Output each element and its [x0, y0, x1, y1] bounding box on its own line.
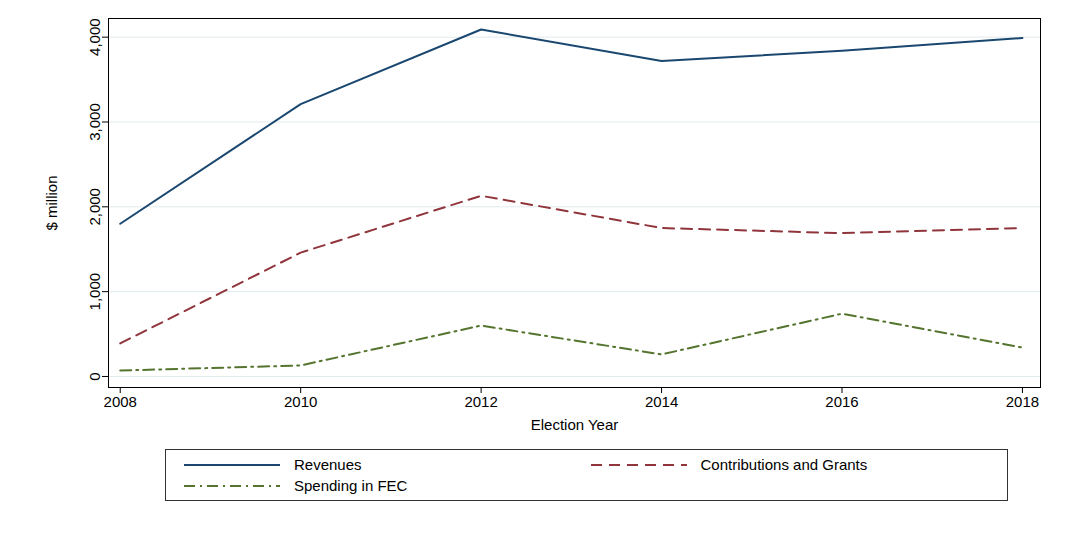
svg-text:Election Year: Election Year	[531, 416, 619, 433]
svg-text:0: 0	[86, 372, 103, 380]
svg-text:2010: 2010	[284, 393, 317, 410]
svg-text:2012: 2012	[464, 393, 497, 410]
svg-text:4,000: 4,000	[86, 18, 103, 56]
svg-text:2016: 2016	[825, 393, 858, 410]
svg-text:$ million: $ million	[43, 175, 60, 230]
svg-text:2,000: 2,000	[86, 188, 103, 226]
svg-text:2008: 2008	[104, 393, 137, 410]
svg-text:2018: 2018	[1006, 393, 1039, 410]
html-text:Revenues: Revenues	[294, 456, 362, 473]
html-text:Contributions and Grants: Contributions and Grants	[700, 456, 868, 473]
svg-text:1,000: 1,000	[86, 273, 103, 311]
html-text:Spending in FEC: Spending in FEC	[294, 477, 408, 494]
svg-text:2014: 2014	[645, 393, 678, 410]
svg-text:3,000: 3,000	[86, 103, 103, 141]
